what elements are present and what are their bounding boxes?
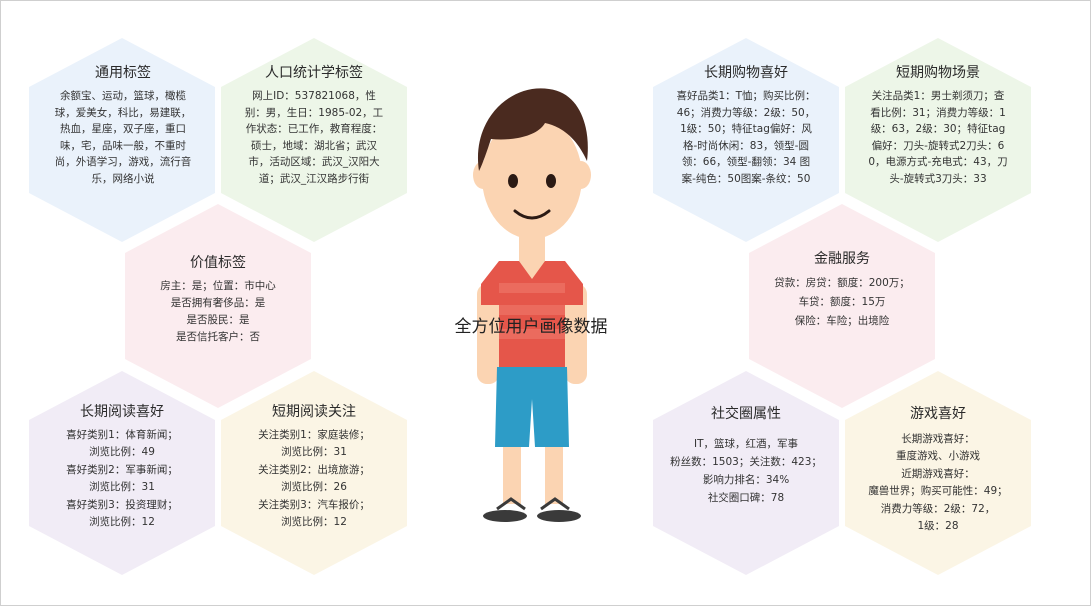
right-leg — [545, 434, 563, 504]
hex-body: 长期游戏喜好： 重度游戏、小游戏 近期游戏喜好： 魔兽世界；购买可能性：49； … — [868, 433, 1008, 533]
hair — [477, 88, 588, 171]
smile — [513, 209, 551, 220]
hex-social-circle: 社交圈属性 IT，篮球，红酒，军事 粉丝数：1503；关注数：423； 影响力排… — [653, 371, 839, 575]
hex-body: 喜好品类1：T恤；购买比例：46；消费力等级：2级：50，1级：50；特征tag… — [676, 90, 816, 185]
hex-title: 短期购物场景 — [896, 65, 980, 81]
eye-left — [508, 174, 518, 188]
hex-financial-services: 金融服务 贷款：房贷：额度：200万； 车贷：额度：15万 保险：车险；出境险 — [749, 204, 935, 408]
hex-title: 长期购物喜好 — [704, 65, 788, 81]
hex-general-tags: 通用标签 余额宝、运动，篮球，橄榄球，爱美女，科比，易建联，热血，星座，双子座，… — [29, 38, 215, 242]
hex-game-preferences: 游戏喜好 长期游戏喜好： 重度游戏、小游戏 近期游戏喜好： 魔兽世界；购买可能性… — [845, 371, 1031, 575]
left-sandal — [483, 510, 527, 522]
hex-short-term-reading: 短期阅读关注 关注类别1：家庭装修； 浏览比例：31 关注类别2：出境旅游； 浏… — [221, 371, 407, 575]
hex-body: 房主：是；位置：市中心 是否拥有奢侈品：是 是否股民：是 是否信托客户：否 — [160, 280, 276, 343]
hex-title: 价值标签 — [190, 255, 246, 271]
hex-short-term-shopping: 短期购物场景 关注品类1：男士剃须刀；查看比例：31；消费力等级：1级：63，2… — [845, 38, 1031, 242]
hex-body: 喜好类别1：体育新闻； 浏览比例：49 喜好类别2：军事新闻； 浏览比例：31 … — [66, 429, 178, 529]
face — [482, 115, 582, 239]
hex-body: 贷款：房贷：额度：200万； 车贷：额度：15万 保险：车险；出境险 — [774, 277, 910, 327]
hex-body: 余额宝、运动，篮球，橄榄球，爱美女，科比，易建联，热血，星座，双子座，重口味，宅… — [54, 90, 192, 185]
hex-title: 人口统计学标签 — [265, 65, 363, 81]
eye-right — [546, 174, 556, 188]
left-leg — [503, 434, 521, 504]
hex-long-term-shopping: 长期购物喜好 喜好品类1：T恤；购买比例：46；消费力等级：2级：50，1级：5… — [653, 38, 839, 242]
hex-title: 长期阅读喜好 — [80, 404, 164, 420]
left-arm — [477, 284, 499, 384]
hex-body: IT，篮球，红酒，军事 粉丝数：1503；关注数：423； 影响力排名：34% … — [670, 438, 822, 504]
person-illustration — [473, 88, 591, 522]
hex-long-term-reading: 长期阅读喜好 喜好类别1：体育新闻； 浏览比例：49 喜好类别2：军事新闻； 浏… — [29, 371, 215, 575]
shorts — [495, 367, 569, 447]
center-label: 全方位用户画像数据 — [454, 317, 608, 337]
right-sandal — [537, 510, 581, 522]
hex-title: 游戏喜好 — [910, 406, 966, 422]
hex-title: 通用标签 — [95, 65, 151, 81]
hex-body: 网上ID：537821068，性别：男，生日：1985-02，工作状态：已工作，… — [244, 90, 384, 185]
hex-title: 社交圈属性 — [711, 406, 781, 422]
hex-title: 短期阅读关注 — [272, 404, 356, 420]
hex-value-tags: 价值标签 房主：是；位置：市中心 是否拥有奢侈品：是 是否股民：是 是否信托客户… — [125, 204, 311, 408]
hex-body: 关注类别1：家庭装修； 浏览比例：31 关注类别2：出境旅游； 浏览比例：26 … — [258, 429, 370, 529]
right-arm — [565, 284, 587, 384]
hex-title: 金融服务 — [814, 251, 870, 267]
hex-body: 关注品类1：男士剃须刀；查看比例：31；消费力等级：1级：63，2级：30；特征… — [868, 90, 1008, 185]
hex-demographic-tags: 人口统计学标签 网上ID：537821068，性别：男，生日：1985-02，工… — [221, 38, 407, 242]
